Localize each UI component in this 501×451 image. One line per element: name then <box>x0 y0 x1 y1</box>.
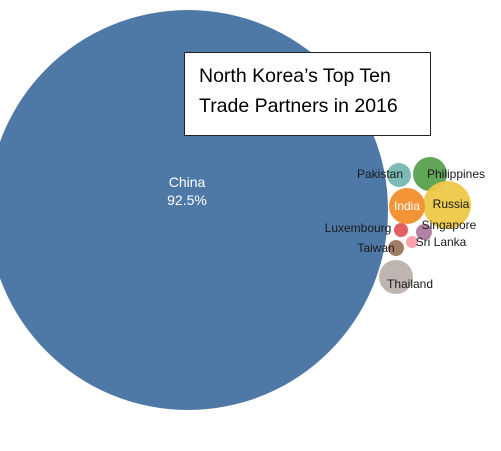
bubble-label-luxembourg: Luxembourg <box>325 221 392 235</box>
bubble-russia <box>423 181 471 229</box>
bubble-sri-lanka <box>406 236 418 248</box>
bubble-label-thailand: Thailand <box>387 277 433 291</box>
bubble-label-philippines: Philippines <box>427 167 485 181</box>
bubble-singapore <box>416 224 432 240</box>
bubble-label-taiwan: Taiwan <box>357 241 394 255</box>
bubble-label-russia: Russia <box>433 197 470 211</box>
bubble-label-pakistan: Pakistan <box>357 167 403 181</box>
bubble-luxembourg <box>394 223 408 237</box>
bubble-taiwan <box>388 240 404 256</box>
bubble-label-sri-lanka: Sri Lanka <box>416 235 467 249</box>
bubble-label-india: India <box>394 199 420 213</box>
bubble-label-china: China <box>169 174 206 190</box>
bubble-india <box>389 188 425 224</box>
bubble-value-label-china: 92.5% <box>167 192 207 208</box>
bubble-philippines <box>413 157 447 191</box>
chart-title-line-2: Trade Partners in 2016 <box>199 95 398 117</box>
bubble-thailand <box>379 260 413 294</box>
bubble-label-singapore: Singapore <box>422 218 477 232</box>
chart-title-box: North Korea’s Top Ten Trade Partners in … <box>184 52 431 136</box>
chart-title-line-1: North Korea’s Top Ten <box>199 65 391 87</box>
bubble-pakistan <box>387 163 411 187</box>
